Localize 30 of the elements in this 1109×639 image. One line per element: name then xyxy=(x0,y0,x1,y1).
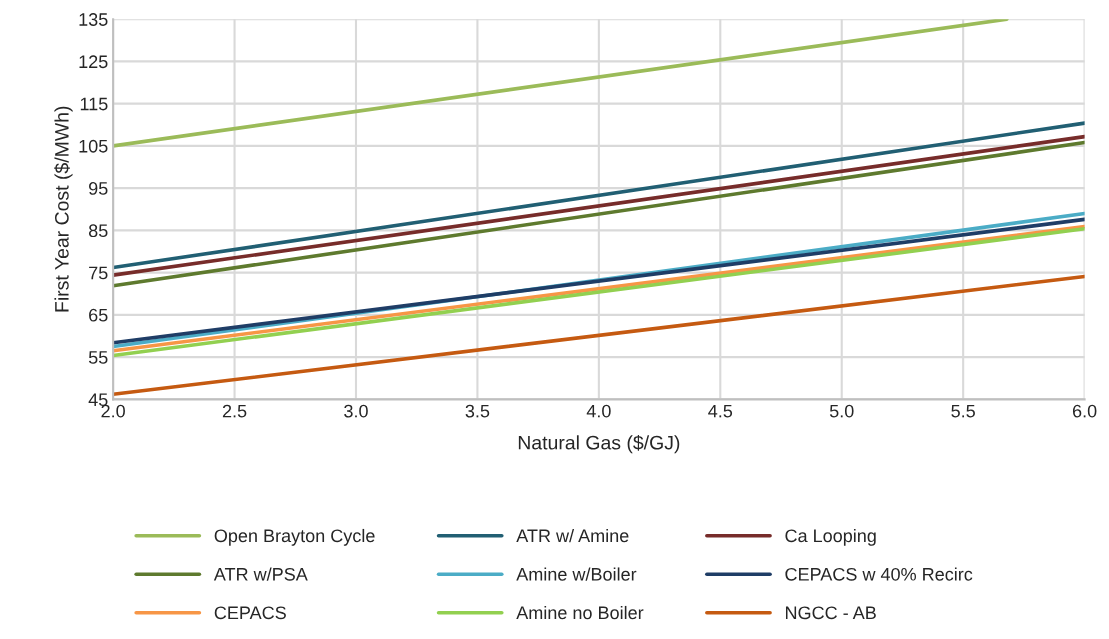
x-tick-label: 2.5 xyxy=(222,404,247,418)
x-tick-label: 5.5 xyxy=(951,404,975,418)
legend-label: Amine w/Boiler xyxy=(516,567,637,581)
y-tick-label: 75 xyxy=(89,266,108,280)
x-tick-label: 4.5 xyxy=(708,404,733,418)
y-tick-label: 105 xyxy=(79,139,108,153)
legend-label: Amine no Boiler xyxy=(516,605,644,620)
x-tick-label: 5.0 xyxy=(829,404,854,418)
legend-label: NGCC - AB xyxy=(785,606,876,620)
x-axis-title: Natural Gas ($/GJ) xyxy=(518,434,680,454)
legend-label: ATR w/ Amine xyxy=(516,528,629,543)
y-tick-label: 65 xyxy=(89,308,108,322)
y-tick-label: 115 xyxy=(80,97,108,111)
legend-label: CEPACS w 40% Recirc xyxy=(785,567,973,581)
legend-label: Open Brayton Cycle xyxy=(214,528,375,546)
y-tick-label: 135 xyxy=(79,13,108,26)
y-tick-label: 45 xyxy=(88,393,108,407)
y-tick-label: 95 xyxy=(89,182,108,195)
x-tick-label: 2.0 xyxy=(101,404,125,418)
y-tick-label: 85 xyxy=(88,224,108,238)
x-tick-label: 4.0 xyxy=(586,404,611,418)
y-tick-label: 125 xyxy=(79,55,108,69)
legend-label: CEPACS xyxy=(214,606,286,620)
legend-label: ATR w/PSA xyxy=(213,567,308,581)
x-tick-label: 6.0 xyxy=(1072,404,1097,418)
y-axis-title: First Year Cost ($/MWh) xyxy=(54,106,73,312)
x-tick-label: 3.0 xyxy=(344,404,368,418)
legend-label: Ca Looping xyxy=(785,528,876,546)
x-tick-label: 3.5 xyxy=(465,404,490,418)
y-tick-label: 55 xyxy=(88,351,108,364)
